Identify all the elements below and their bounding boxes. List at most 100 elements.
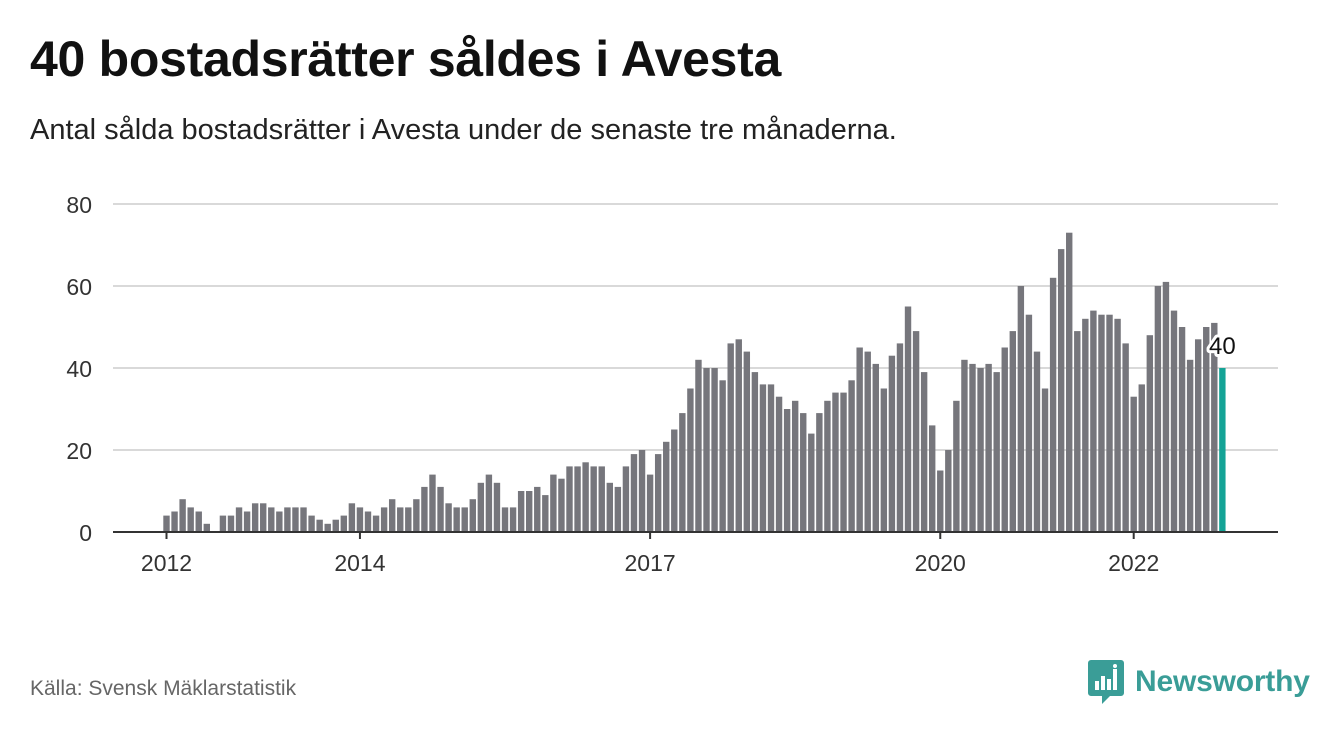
bar (856, 347, 863, 532)
bar (276, 511, 283, 532)
bar (993, 372, 1000, 532)
bar (977, 368, 984, 532)
bar (1082, 318, 1089, 532)
bar (284, 507, 291, 532)
source-note: Källa: Svensk Mäklarstatistik (30, 677, 297, 700)
bar (1033, 351, 1041, 532)
bar (961, 359, 968, 532)
bar (316, 519, 323, 532)
bar (171, 511, 178, 532)
bar (671, 429, 678, 532)
bar (372, 515, 380, 532)
bar (308, 515, 315, 532)
bar (622, 466, 630, 532)
bar (1146, 335, 1154, 532)
bar (896, 343, 904, 532)
bar (574, 466, 581, 532)
bar (791, 400, 799, 532)
bar-latest (1219, 368, 1226, 532)
bar (646, 474, 654, 532)
bar (397, 507, 404, 532)
bar (300, 507, 307, 532)
bar (719, 380, 726, 532)
bar (1138, 384, 1145, 532)
y-axis-labels: 0 20 40 60 80 (66, 192, 92, 546)
bar (453, 507, 460, 532)
chart-title: 40 bostadsrätter såldes i Avesta (30, 31, 781, 87)
bar (461, 507, 468, 532)
bar (912, 331, 920, 532)
bar (187, 507, 194, 532)
bar (969, 363, 976, 532)
bar (485, 474, 493, 532)
bar (590, 466, 597, 532)
newsworthy-logo-icon (1088, 660, 1124, 704)
bar (945, 450, 952, 532)
bar (421, 486, 428, 532)
bar (348, 503, 356, 532)
bar (405, 507, 412, 532)
bar (380, 507, 388, 532)
bar (735, 339, 742, 532)
bar (767, 384, 775, 532)
bar (243, 511, 251, 532)
x-tick-label: 2022 (1108, 550, 1159, 576)
bar (292, 507, 299, 532)
annotations: 40 (1206, 330, 1239, 363)
bar (1106, 314, 1113, 532)
bar (501, 507, 509, 532)
bar (550, 474, 557, 532)
bar (542, 495, 549, 532)
bar (751, 372, 759, 532)
bar (340, 515, 348, 532)
chart-subtitle: Antal sålda bostadsrätter i Avesta under… (30, 114, 897, 146)
bar (163, 515, 170, 532)
bar (888, 355, 896, 532)
bar (1066, 232, 1073, 532)
bar (775, 396, 783, 532)
bar (759, 384, 767, 532)
bar (880, 388, 888, 532)
bar (332, 519, 339, 532)
bar (1114, 318, 1121, 532)
bar (743, 351, 751, 532)
bar (953, 400, 960, 532)
bar (469, 499, 476, 532)
bar (203, 523, 210, 532)
bar (663, 441, 670, 532)
bar (219, 515, 227, 532)
bar (388, 499, 396, 532)
brand-name: Newsworthy (1135, 665, 1310, 698)
y-tick-label: 80 (66, 192, 92, 218)
bar (1017, 286, 1025, 532)
bar (260, 503, 267, 532)
bar (364, 511, 372, 532)
bar (356, 507, 364, 532)
bar (1074, 331, 1081, 532)
bar (1001, 347, 1008, 532)
bar (534, 486, 541, 532)
bar (324, 523, 331, 532)
bar (840, 392, 847, 532)
bar (195, 511, 202, 532)
bar (711, 368, 718, 532)
bar (630, 454, 638, 532)
x-tick-label: 2020 (915, 550, 966, 576)
bar (695, 359, 702, 532)
bar (509, 507, 517, 532)
bar (1154, 286, 1162, 532)
bar (1049, 277, 1057, 532)
bar (679, 413, 686, 532)
bar (227, 515, 235, 532)
bar (727, 343, 734, 532)
bar (1130, 396, 1137, 532)
bar (1162, 281, 1170, 532)
bar (1194, 339, 1202, 532)
y-tick-label: 60 (66, 274, 92, 300)
bar (800, 413, 807, 532)
bar (1098, 314, 1105, 532)
bar (832, 392, 839, 532)
x-tick-label: 2012 (141, 550, 192, 576)
bar (268, 507, 275, 532)
